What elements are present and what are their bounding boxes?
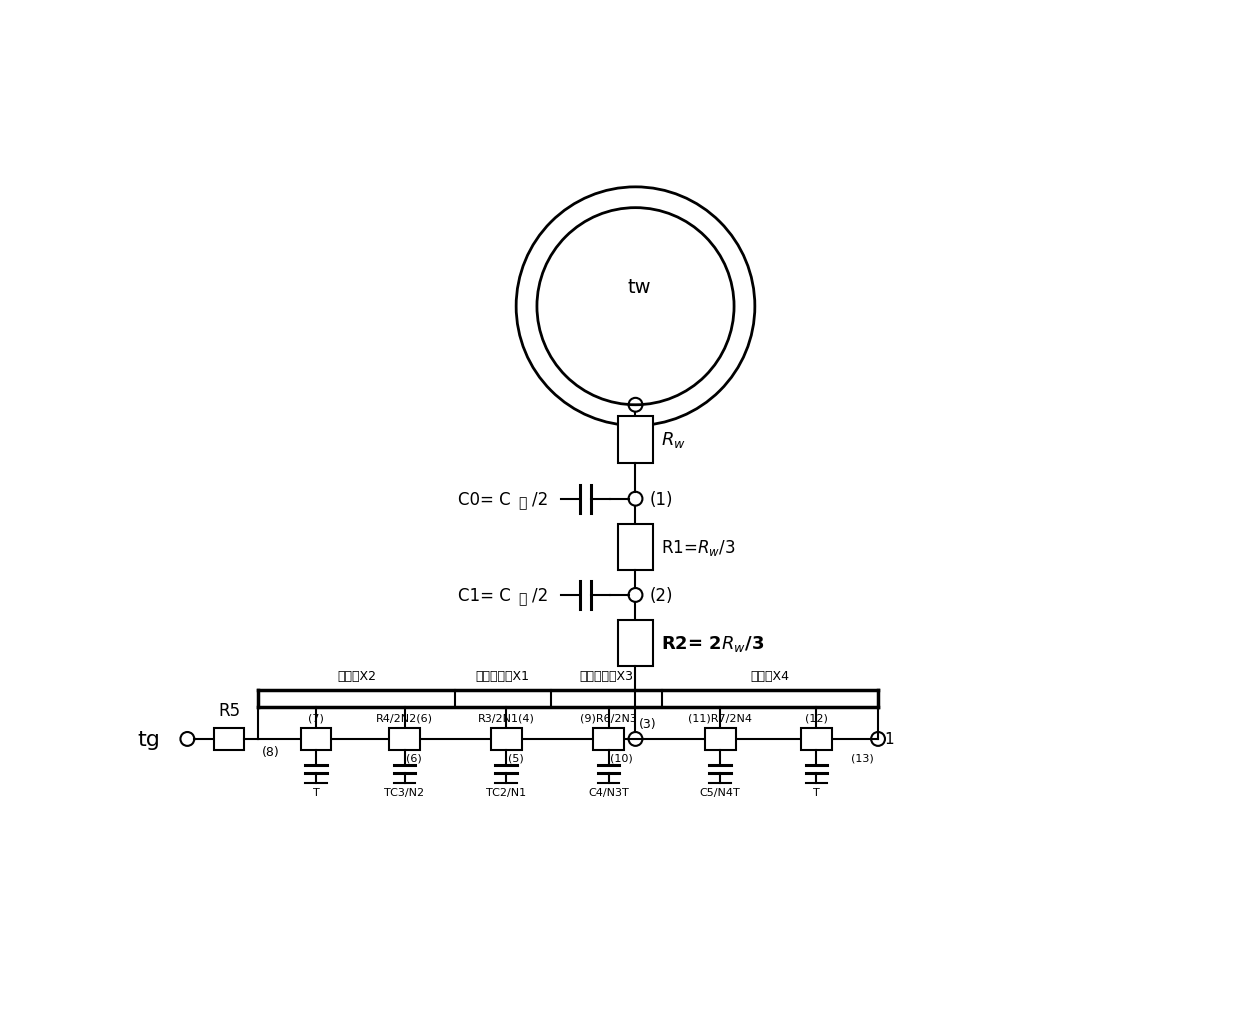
- Bar: [300, 729, 331, 750]
- Text: C0= C: C0= C: [459, 490, 511, 508]
- Text: (1): (1): [650, 490, 673, 508]
- Text: C5/N4T: C5/N4T: [699, 787, 740, 797]
- Text: R2= 2$R_w$/3: R2= 2$R_w$/3: [661, 634, 764, 653]
- Text: 混凝土下层X1: 混凝土下层X1: [476, 669, 529, 683]
- Bar: [593, 729, 624, 750]
- Text: TC3/N2: TC3/N2: [384, 787, 424, 797]
- Text: (3): (3): [640, 717, 657, 730]
- Text: R1=$R_w$/3: R1=$R_w$/3: [661, 537, 735, 557]
- Circle shape: [537, 209, 734, 406]
- Text: (13): (13): [852, 752, 874, 762]
- Text: (6): (6): [405, 753, 422, 763]
- Bar: [215, 729, 243, 750]
- Text: (7): (7): [308, 713, 324, 723]
- Text: (5): (5): [507, 753, 523, 763]
- Text: (9)R6/2N3: (9)R6/2N3: [580, 713, 637, 723]
- Text: (8): (8): [262, 745, 280, 758]
- Text: tw: tw: [627, 278, 651, 298]
- Bar: [491, 729, 522, 750]
- Text: (12): (12): [805, 713, 828, 723]
- Bar: [619, 621, 652, 666]
- Text: tg: tg: [138, 730, 160, 749]
- Bar: [619, 417, 652, 463]
- Text: T: T: [813, 787, 820, 797]
- Bar: [619, 524, 652, 571]
- Bar: [801, 729, 832, 750]
- Bar: [389, 729, 420, 750]
- Text: C4/N3T: C4/N3T: [588, 787, 629, 797]
- Text: (2): (2): [650, 586, 673, 604]
- Text: T: T: [312, 787, 320, 797]
- Text: $R_w$: $R_w$: [661, 430, 686, 450]
- Circle shape: [516, 187, 755, 426]
- Text: (10): (10): [610, 753, 632, 763]
- Text: 核: 核: [518, 591, 527, 605]
- Text: R4/2N2(6): R4/2N2(6): [376, 713, 433, 723]
- Bar: [704, 729, 735, 750]
- Text: 混凝土上层X3: 混凝土上层X3: [579, 669, 634, 683]
- Text: TC2/N1: TC2/N1: [486, 787, 526, 797]
- Text: (11)R7/2N4: (11)R7/2N4: [688, 713, 753, 723]
- Text: 核: 核: [518, 495, 527, 510]
- Text: /2: /2: [532, 586, 548, 604]
- Text: 绵热层X2: 绵热层X2: [337, 669, 376, 683]
- Text: 1: 1: [884, 732, 894, 747]
- Text: R3/2N1(4): R3/2N1(4): [477, 713, 534, 723]
- Text: /2: /2: [532, 490, 548, 508]
- Text: R5: R5: [218, 701, 241, 719]
- Text: C1= C: C1= C: [459, 586, 511, 604]
- Text: 覆盖层X4: 覆盖层X4: [750, 669, 790, 683]
